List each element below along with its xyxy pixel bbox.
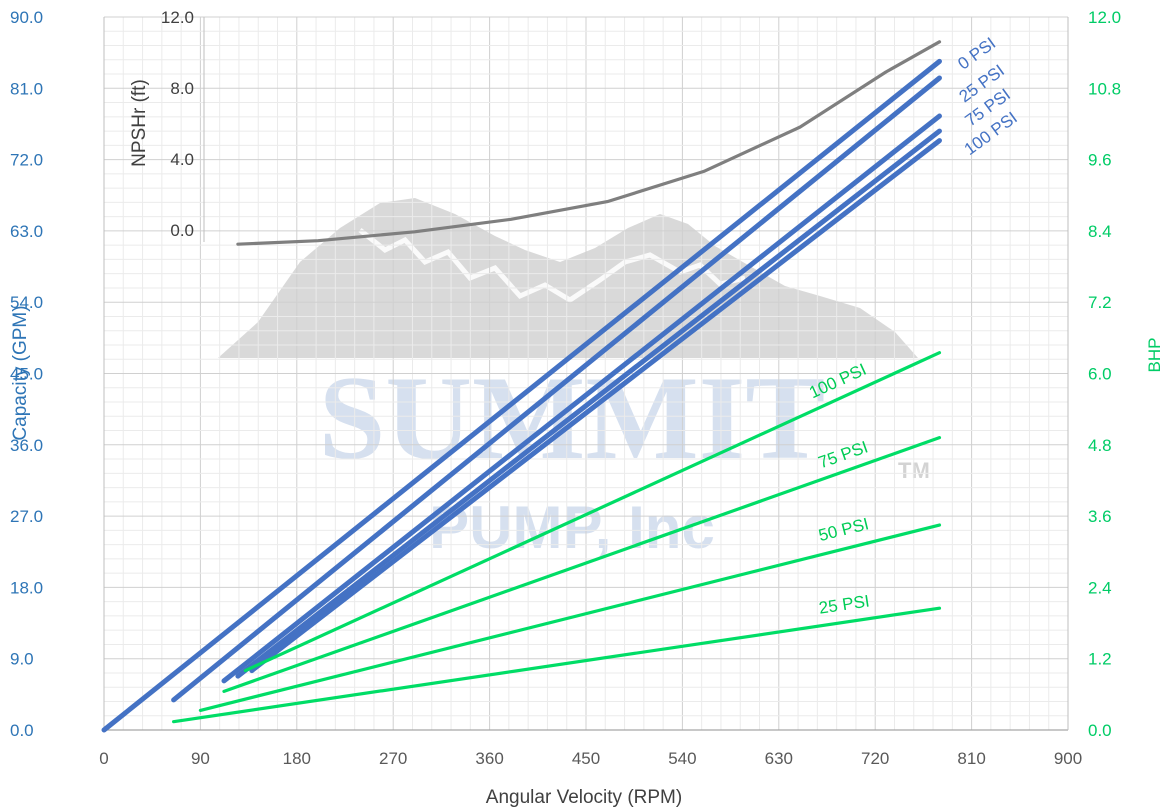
right-y-axis-title: BHP: [1145, 338, 1164, 373]
x-tick-label: 630: [765, 749, 793, 768]
bhp-series-label: 50 PSI: [817, 514, 871, 545]
mountain-watermark-shape: [218, 198, 918, 358]
right-y-tick-label: 1.2: [1088, 650, 1112, 669]
watermark-company-text: PUMP, Inc: [429, 494, 715, 561]
left-y-tick-label: 54.0: [10, 293, 43, 312]
axes: [103, 17, 1069, 731]
x-axis-title: Angular Velocity (RPM): [486, 787, 682, 808]
x-tick-label: 720: [861, 749, 889, 768]
npsh-required-curve: [236, 40, 942, 246]
npsh-tick-label: 12.0: [161, 8, 194, 27]
x-tick-label: 450: [572, 749, 600, 768]
data-series: [101, 40, 942, 733]
capacity-line-100-psi: [235, 128, 942, 679]
right-y-tick-label: 9.6: [1088, 151, 1112, 170]
x-tick-label: 0: [99, 749, 108, 768]
bhp-line-50-psi: [198, 523, 942, 712]
left-y-tick-label: 18.0: [10, 578, 43, 597]
right-y-tick-label: 10.8: [1088, 79, 1121, 98]
x-tick-label: 270: [379, 749, 407, 768]
right-y-tick-label: 3.6: [1088, 507, 1112, 526]
left-y-tick-label: 45.0: [10, 365, 43, 384]
right-y-tick-label: 7.2: [1088, 293, 1112, 312]
right-y-tick-label: 0.0: [1088, 721, 1112, 740]
right-y-tick-label: 4.8: [1088, 436, 1112, 455]
left-y-tick-label: 72.0: [10, 151, 43, 170]
left-y-tick-label: 36.0: [10, 436, 43, 455]
left-y-tick-label: 9.0: [10, 650, 34, 669]
capacity-line-25-psi: [171, 75, 942, 703]
mountain-snow-detail: [358, 228, 746, 303]
x-tick-label: 540: [668, 749, 696, 768]
bhp-line-100-psi: [243, 351, 942, 673]
npsh-tick-label: 4.0: [170, 150, 194, 169]
left-y-tick-label: 81.0: [10, 79, 43, 98]
x-tick-label: 900: [1054, 749, 1082, 768]
capacity-line-0-psi: [101, 58, 942, 733]
npsh-tick-label: 0.0: [170, 221, 194, 240]
capacity-line-75-psi: [221, 113, 942, 684]
left-y-tick-label: 0.0: [10, 721, 34, 740]
right-y-tick-label: 8.4: [1088, 222, 1112, 241]
bhp-series-label: 25 PSI: [818, 591, 871, 617]
x-tick-label: 360: [475, 749, 503, 768]
right-y-tick-label: 2.4: [1088, 578, 1112, 597]
left-y-tick-label: 63.0: [10, 222, 43, 241]
bhp-line-25-psi: [172, 606, 942, 724]
x-tick-label: 810: [957, 749, 985, 768]
grid-lines: [103, 16, 1069, 731]
right-y-tick-label: 12.0: [1088, 8, 1121, 27]
left-y-axis-title: Capacity (GPM): [10, 305, 31, 440]
x-tick-label: 90: [191, 749, 210, 768]
x-tick-label: 180: [283, 749, 311, 768]
npsh-axis-title: NPSHr (ft): [129, 79, 150, 167]
npsh-tick-label: 8.0: [170, 79, 194, 98]
left-y-tick-label: 90.0: [10, 8, 43, 27]
capacity-line-unlabeled-4: [249, 138, 942, 674]
bhp-line-75-psi: [222, 436, 942, 693]
right-y-tick-label: 6.0: [1088, 365, 1112, 384]
left-y-tick-label: 27.0: [10, 507, 43, 526]
